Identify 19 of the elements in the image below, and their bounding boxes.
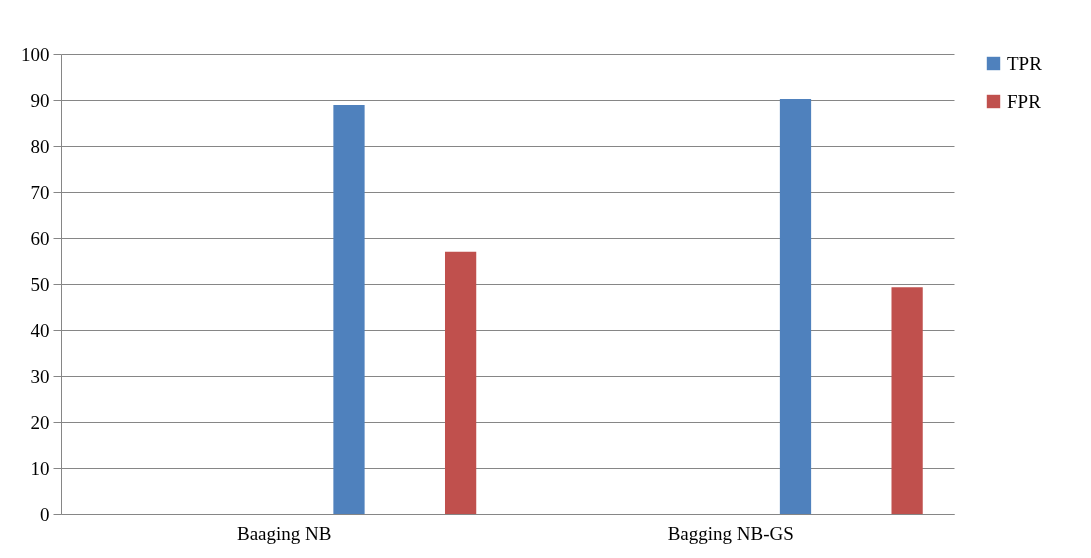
legend-label: TPR	[1007, 52, 1043, 74]
legend-label: FPR	[1007, 90, 1042, 112]
x-tick-label: Bagging NB-GS	[667, 522, 794, 544]
y-tick-label: 0	[40, 503, 50, 525]
y-tick-label: 40	[30, 319, 50, 341]
x-tick-label: Baaging NB	[237, 522, 332, 544]
bar	[333, 105, 365, 514]
y-tick-label: 20	[30, 411, 50, 433]
y-tick-label: 90	[30, 89, 50, 111]
bar	[779, 99, 812, 514]
y-tick-label: 100	[21, 43, 50, 65]
bar	[891, 287, 923, 514]
y-tick-label: 10	[30, 457, 50, 479]
y-tick-label: 80	[30, 135, 50, 157]
y-tick-label: 30	[30, 365, 50, 387]
y-tick-label: 60	[30, 227, 50, 249]
y-tick-label: 50	[30, 273, 50, 295]
bar	[444, 251, 477, 514]
y-tick-label: 70	[30, 181, 50, 203]
